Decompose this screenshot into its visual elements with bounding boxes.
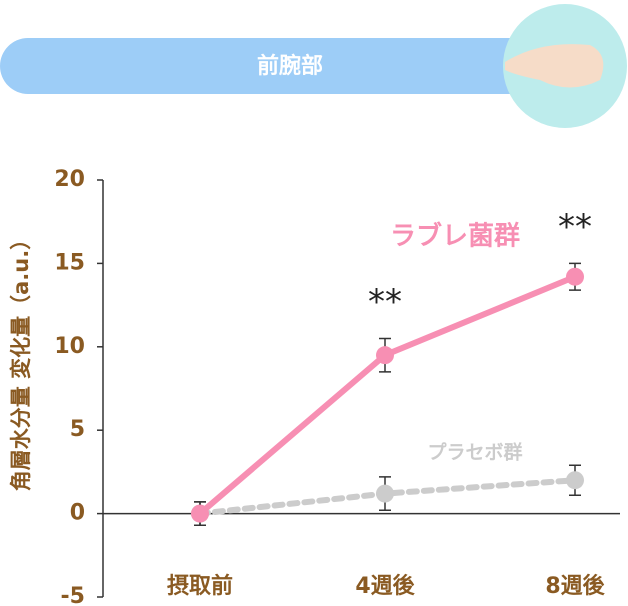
panel-label: 前腕部 — [257, 53, 323, 79]
y-tick-label: 15 — [54, 250, 85, 275]
x-tick-label: 4週後 — [355, 573, 415, 599]
data-point — [376, 346, 394, 365]
series-label: ラブレ菌群 — [390, 221, 520, 252]
significance-mark: ** — [368, 282, 402, 322]
y-tick-label: -5 — [61, 584, 85, 606]
data-point — [376, 484, 394, 503]
data-point — [191, 504, 209, 523]
significance-mark: ** — [558, 207, 592, 247]
header-bar — [0, 38, 580, 94]
data-point — [566, 267, 584, 286]
series-label: プラセボ群 — [427, 441, 522, 464]
y-axis-label: 角層水分量 変化量（a.u.） — [9, 229, 33, 491]
y-tick-label: 10 — [54, 334, 85, 359]
data-point — [566, 471, 584, 490]
y-tick-label: 5 — [70, 417, 85, 442]
y-tick-label: 20 — [54, 167, 85, 192]
y-tick-label: 0 — [70, 501, 85, 526]
x-tick-label: 8週後 — [545, 573, 605, 599]
forearm-image — [505, 44, 604, 88]
x-tick-label: 摂取前 — [167, 573, 233, 599]
